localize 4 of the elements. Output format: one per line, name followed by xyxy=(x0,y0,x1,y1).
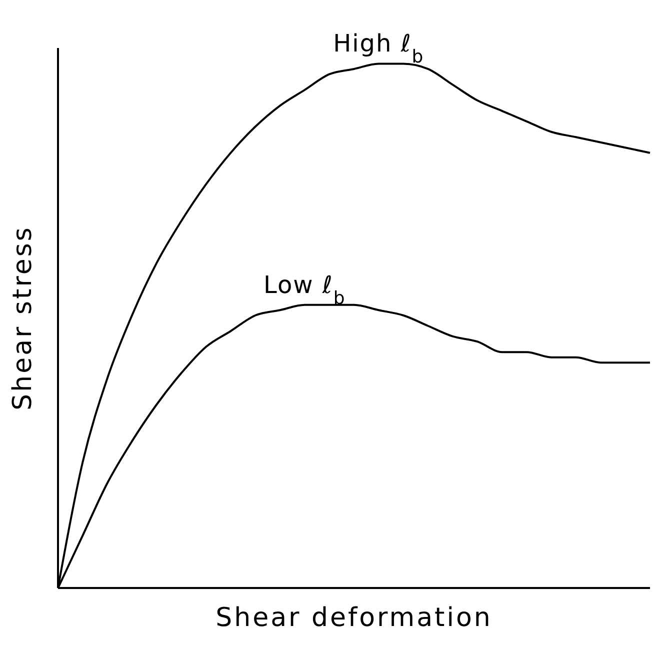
y-axis-title: Shear stress xyxy=(8,226,38,410)
series-label: Low ℓ$_{b}$ xyxy=(264,270,346,308)
series-label: High ℓ$_{b}$ xyxy=(333,30,424,68)
x-axis-title: Shear deformation xyxy=(216,603,492,633)
